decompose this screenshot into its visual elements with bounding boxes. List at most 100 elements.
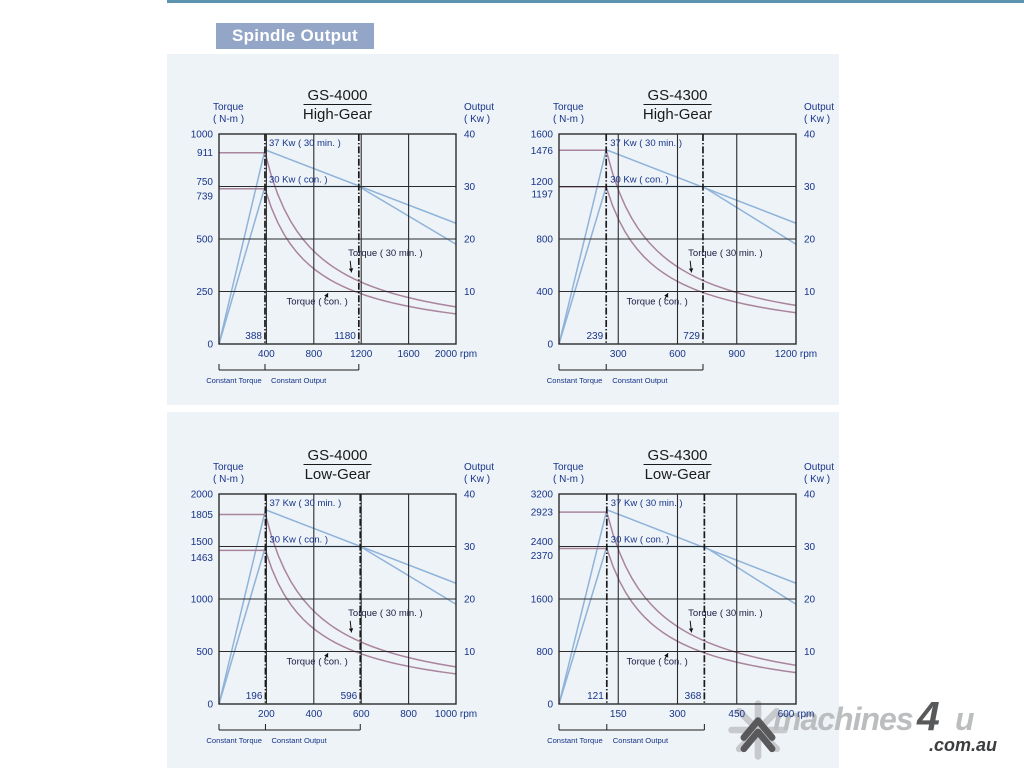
svg-text:GS-4000: GS-4000	[307, 87, 367, 104]
svg-text:30 Kw ( con. ): 30 Kw ( con. )	[610, 175, 669, 186]
svg-text:30: 30	[464, 182, 476, 193]
svg-text:400: 400	[536, 287, 553, 298]
svg-text:600: 600	[353, 709, 370, 720]
svg-text:1200 rpm: 1200 rpm	[774, 349, 816, 360]
svg-text:Torque ( con. ): Torque ( con. )	[626, 297, 687, 308]
svg-text:GS-4300: GS-4300	[647, 87, 707, 104]
svg-text:High-Gear: High-Gear	[642, 106, 711, 123]
svg-text:( Kw ): ( Kw )	[804, 114, 830, 125]
svg-text:Torque: Torque	[553, 462, 584, 473]
svg-text:150: 150	[610, 709, 627, 720]
svg-text:40: 40	[464, 490, 476, 501]
svg-text:0: 0	[547, 700, 553, 711]
svg-text:10: 10	[464, 647, 476, 658]
svg-text:Torque ( 30 min. ): Torque ( 30 min. )	[348, 248, 422, 259]
svg-text:900: 900	[728, 349, 745, 360]
svg-text:Constant Torque: Constant Torque	[206, 736, 262, 745]
svg-text:Torque: Torque	[213, 102, 244, 113]
svg-text:40: 40	[804, 490, 816, 501]
svg-text:600: 600	[669, 349, 686, 360]
svg-text:800: 800	[305, 349, 322, 360]
svg-text:2923: 2923	[530, 508, 553, 519]
svg-text:388: 388	[245, 331, 262, 342]
svg-text:Torque ( con. ): Torque ( con. )	[287, 657, 348, 668]
svg-text:600 rpm: 600 rpm	[777, 709, 814, 720]
svg-text:1476: 1476	[530, 146, 553, 157]
svg-text:20: 20	[804, 595, 816, 606]
svg-text:30: 30	[464, 542, 476, 553]
svg-text:1600: 1600	[530, 130, 553, 141]
svg-text:Output: Output	[464, 102, 494, 113]
svg-text:Torque ( 30 min. ): Torque ( 30 min. )	[688, 608, 762, 619]
svg-text:10: 10	[464, 287, 476, 298]
svg-text:1600: 1600	[530, 595, 553, 606]
svg-text:10: 10	[804, 647, 816, 658]
svg-text:0: 0	[207, 700, 213, 711]
svg-text:250: 250	[196, 287, 213, 298]
svg-text:1000: 1000	[191, 595, 214, 606]
svg-text:1500: 1500	[191, 537, 214, 548]
svg-text:Torque ( con. ): Torque ( con. )	[626, 657, 687, 668]
svg-text:( N-m ): ( N-m )	[553, 114, 584, 125]
svg-text:800: 800	[536, 647, 553, 658]
svg-text:High-Gear: High-Gear	[303, 106, 372, 123]
svg-text:121: 121	[587, 691, 604, 702]
svg-text:2400: 2400	[530, 537, 553, 548]
svg-text:239: 239	[586, 331, 603, 342]
svg-text:739: 739	[196, 191, 213, 202]
svg-text:Output: Output	[464, 462, 494, 473]
svg-text:37 Kw ( 30 min. ): 37 Kw ( 30 min. )	[610, 498, 682, 509]
svg-text:( N-m ): ( N-m )	[553, 474, 584, 485]
svg-text:GS-4000: GS-4000	[307, 447, 367, 464]
svg-text:Low-Gear: Low-Gear	[305, 466, 371, 483]
svg-text:1805: 1805	[191, 510, 214, 521]
svg-text:( N-m ): ( N-m )	[213, 474, 244, 485]
svg-text:30 Kw ( con. ): 30 Kw ( con. )	[269, 175, 328, 186]
svg-text:GS-4300: GS-4300	[647, 447, 707, 464]
svg-text:750: 750	[196, 177, 213, 188]
svg-text:400: 400	[258, 349, 275, 360]
svg-text:800: 800	[536, 235, 553, 246]
svg-text:Low-Gear: Low-Gear	[644, 466, 710, 483]
svg-text:37 Kw ( 30 min. ): 37 Kw ( 30 min. )	[269, 498, 341, 509]
svg-text:( N-m ): ( N-m )	[213, 114, 244, 125]
svg-text:500: 500	[196, 235, 213, 246]
svg-text:1200: 1200	[350, 349, 373, 360]
svg-text:800: 800	[400, 709, 417, 720]
svg-text:Constant Torque: Constant Torque	[546, 376, 602, 385]
svg-text:Constant Output: Constant Output	[612, 376, 668, 385]
svg-text:Constant Torque: Constant Torque	[547, 736, 603, 745]
svg-text:Torque ( 30 min. ): Torque ( 30 min. )	[688, 248, 762, 259]
svg-text:( Kw ): ( Kw )	[464, 474, 490, 485]
svg-text:Torque ( 30 min. ): Torque ( 30 min. )	[348, 608, 422, 619]
svg-text:Torque ( con. ): Torque ( con. )	[287, 297, 348, 308]
svg-text:Constant Output: Constant Output	[271, 736, 327, 745]
svg-text:1463: 1463	[191, 553, 214, 564]
svg-text:200: 200	[258, 709, 275, 720]
svg-text:3200: 3200	[530, 490, 553, 501]
svg-text:1600: 1600	[397, 349, 420, 360]
svg-text:Torque: Torque	[213, 462, 244, 473]
svg-text:10: 10	[804, 287, 816, 298]
svg-text:1200: 1200	[530, 177, 553, 188]
svg-text:Constant Output: Constant Output	[271, 376, 327, 385]
svg-text:( Kw ): ( Kw )	[464, 114, 490, 125]
svg-text:Output: Output	[804, 462, 834, 473]
svg-text:30: 30	[804, 182, 816, 193]
svg-text:20: 20	[464, 595, 476, 606]
svg-text:37 Kw ( 30 min. ): 37 Kw ( 30 min. )	[610, 138, 682, 149]
svg-text:20: 20	[804, 235, 816, 246]
svg-text:30: 30	[804, 542, 816, 553]
svg-text:30 Kw ( con. ): 30 Kw ( con. )	[610, 535, 669, 546]
svg-text:196: 196	[246, 691, 263, 702]
svg-text:729: 729	[683, 331, 700, 342]
svg-text:1197: 1197	[531, 189, 553, 200]
svg-text:500: 500	[196, 647, 213, 658]
svg-text:450: 450	[728, 709, 745, 720]
svg-text:300: 300	[610, 349, 627, 360]
svg-text:30 Kw ( con. ): 30 Kw ( con. )	[269, 535, 328, 546]
svg-text:1000: 1000	[191, 130, 214, 141]
svg-text:1000 rpm: 1000 rpm	[435, 709, 477, 720]
svg-text:300: 300	[669, 709, 686, 720]
svg-text:( Kw ): ( Kw )	[804, 474, 830, 485]
